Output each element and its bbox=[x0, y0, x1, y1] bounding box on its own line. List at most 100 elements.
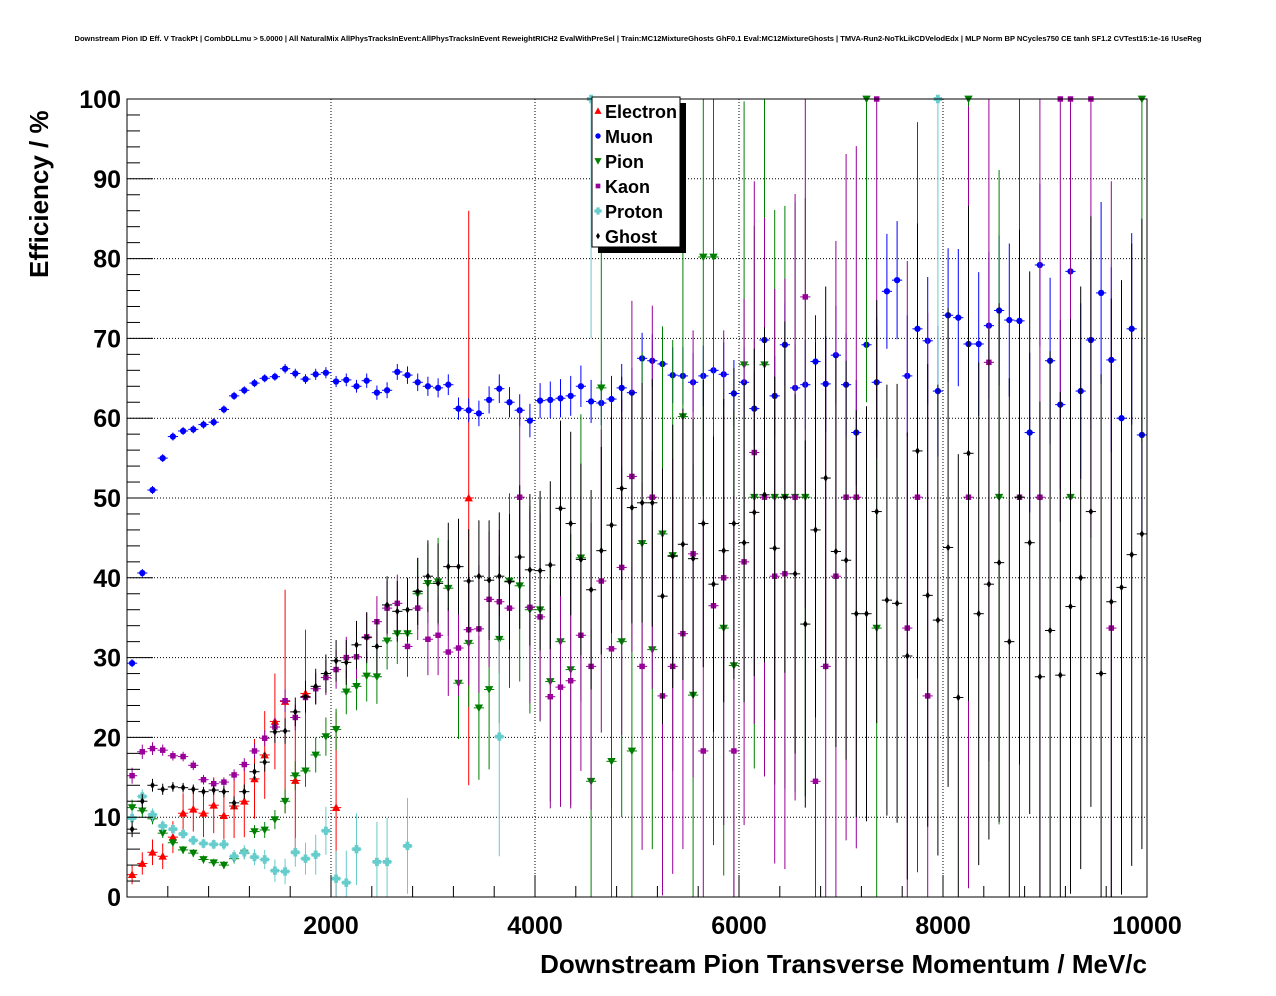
pion-point bbox=[331, 708, 342, 751]
ghost-point bbox=[1045, 351, 1056, 897]
ghost-point bbox=[932, 384, 943, 856]
proton-point bbox=[341, 850, 352, 897]
y-tick-label: 40 bbox=[93, 565, 121, 593]
proton-point bbox=[320, 806, 331, 855]
kaon-point bbox=[198, 774, 209, 785]
ghost-point bbox=[412, 557, 423, 625]
ghost-point bbox=[433, 543, 444, 624]
muon-point bbox=[892, 221, 903, 340]
muon-point bbox=[147, 486, 158, 495]
ghost-point bbox=[1034, 401, 1045, 897]
proton-point bbox=[188, 835, 199, 846]
ghost-point bbox=[1055, 391, 1066, 897]
ghost-point bbox=[759, 327, 770, 663]
ghost-point bbox=[779, 321, 790, 673]
legend-marker-electron bbox=[594, 107, 602, 114]
ghost-point bbox=[514, 485, 525, 629]
ghost-point bbox=[249, 763, 260, 780]
ghost-point bbox=[667, 424, 678, 688]
ghost-point bbox=[637, 383, 648, 623]
electron-point bbox=[147, 839, 158, 866]
ghost-point bbox=[422, 540, 433, 613]
electron-point bbox=[137, 852, 148, 875]
proton-point bbox=[198, 838, 209, 849]
proton-point bbox=[371, 821, 382, 897]
ghost-point bbox=[1085, 216, 1096, 807]
proton-point bbox=[218, 838, 229, 850]
ghost-point bbox=[484, 520, 495, 641]
ghost-point bbox=[575, 463, 586, 656]
muon-point bbox=[208, 418, 219, 427]
proton-point bbox=[331, 850, 342, 897]
muon-point bbox=[300, 374, 311, 384]
muon-point bbox=[953, 249, 964, 387]
ghost-point bbox=[1075, 286, 1086, 870]
legend-marker-proton bbox=[594, 207, 602, 215]
electron-point bbox=[198, 789, 209, 838]
ghost-point bbox=[259, 752, 270, 772]
muon-point bbox=[167, 432, 178, 441]
ghost-point bbox=[1014, 229, 1025, 765]
ghost-point bbox=[229, 796, 240, 810]
ghost-point bbox=[739, 383, 750, 703]
kaon-point bbox=[443, 608, 454, 696]
muon-point bbox=[157, 454, 168, 463]
ghost-point bbox=[392, 580, 403, 642]
kaon-point bbox=[259, 730, 270, 747]
ghost-point bbox=[300, 680, 311, 713]
proton-point bbox=[147, 808, 158, 822]
ghost-point bbox=[871, 300, 882, 724]
muon-point bbox=[239, 386, 250, 395]
muon-point bbox=[382, 382, 393, 399]
ghost-point bbox=[1136, 218, 1147, 850]
proton-point bbox=[229, 849, 240, 863]
ghost-point bbox=[565, 431, 576, 616]
kaon-point bbox=[239, 758, 250, 771]
proton-point bbox=[382, 817, 393, 897]
ghost-point bbox=[198, 786, 209, 797]
ghost-point bbox=[310, 668, 321, 704]
kaon-point bbox=[167, 750, 178, 761]
muon-point bbox=[188, 425, 199, 434]
muon-point bbox=[881, 233, 892, 349]
ghost-point bbox=[851, 410, 862, 818]
muon-point bbox=[1096, 201, 1107, 384]
muon-point bbox=[463, 398, 474, 423]
muon-point bbox=[565, 375, 576, 416]
y-tick-label: 20 bbox=[93, 724, 121, 752]
ghost-point bbox=[596, 446, 607, 655]
ghost-point bbox=[698, 379, 709, 668]
ghost-point bbox=[616, 376, 627, 601]
kaon-point bbox=[188, 760, 199, 771]
muon-point bbox=[535, 383, 546, 419]
legend-entry-pion: Pion bbox=[594, 152, 644, 172]
proton-point bbox=[249, 849, 260, 866]
ghost-point bbox=[820, 286, 831, 670]
legend-entry-kaon: Kaon bbox=[595, 177, 650, 197]
muon-point bbox=[269, 372, 280, 381]
ghost-point bbox=[524, 494, 535, 646]
y-tick-label: 50 bbox=[93, 485, 121, 513]
pion-point bbox=[218, 861, 229, 870]
legend-box bbox=[591, 96, 681, 248]
legend-marker-pion bbox=[594, 158, 602, 165]
kaon-point bbox=[555, 567, 566, 807]
ghost-point bbox=[922, 363, 933, 827]
legend-label-kaon: Kaon bbox=[605, 177, 650, 197]
muon-point bbox=[484, 386, 495, 414]
series-ghost bbox=[127, 205, 1147, 897]
ghost-point bbox=[473, 520, 484, 633]
ghost-point bbox=[157, 783, 168, 795]
ghost-point bbox=[463, 529, 474, 633]
ghost-point bbox=[677, 408, 688, 680]
proton-point bbox=[494, 616, 505, 857]
ghost-point bbox=[800, 440, 811, 808]
legend-entry-proton: Proton bbox=[594, 202, 663, 222]
proton-point bbox=[239, 845, 250, 860]
ghost-point bbox=[586, 490, 597, 690]
muon-point bbox=[575, 365, 586, 408]
muon-point bbox=[127, 659, 138, 668]
ghost-point bbox=[402, 577, 413, 642]
ghost-point bbox=[453, 518, 464, 615]
pion-point bbox=[310, 737, 321, 773]
